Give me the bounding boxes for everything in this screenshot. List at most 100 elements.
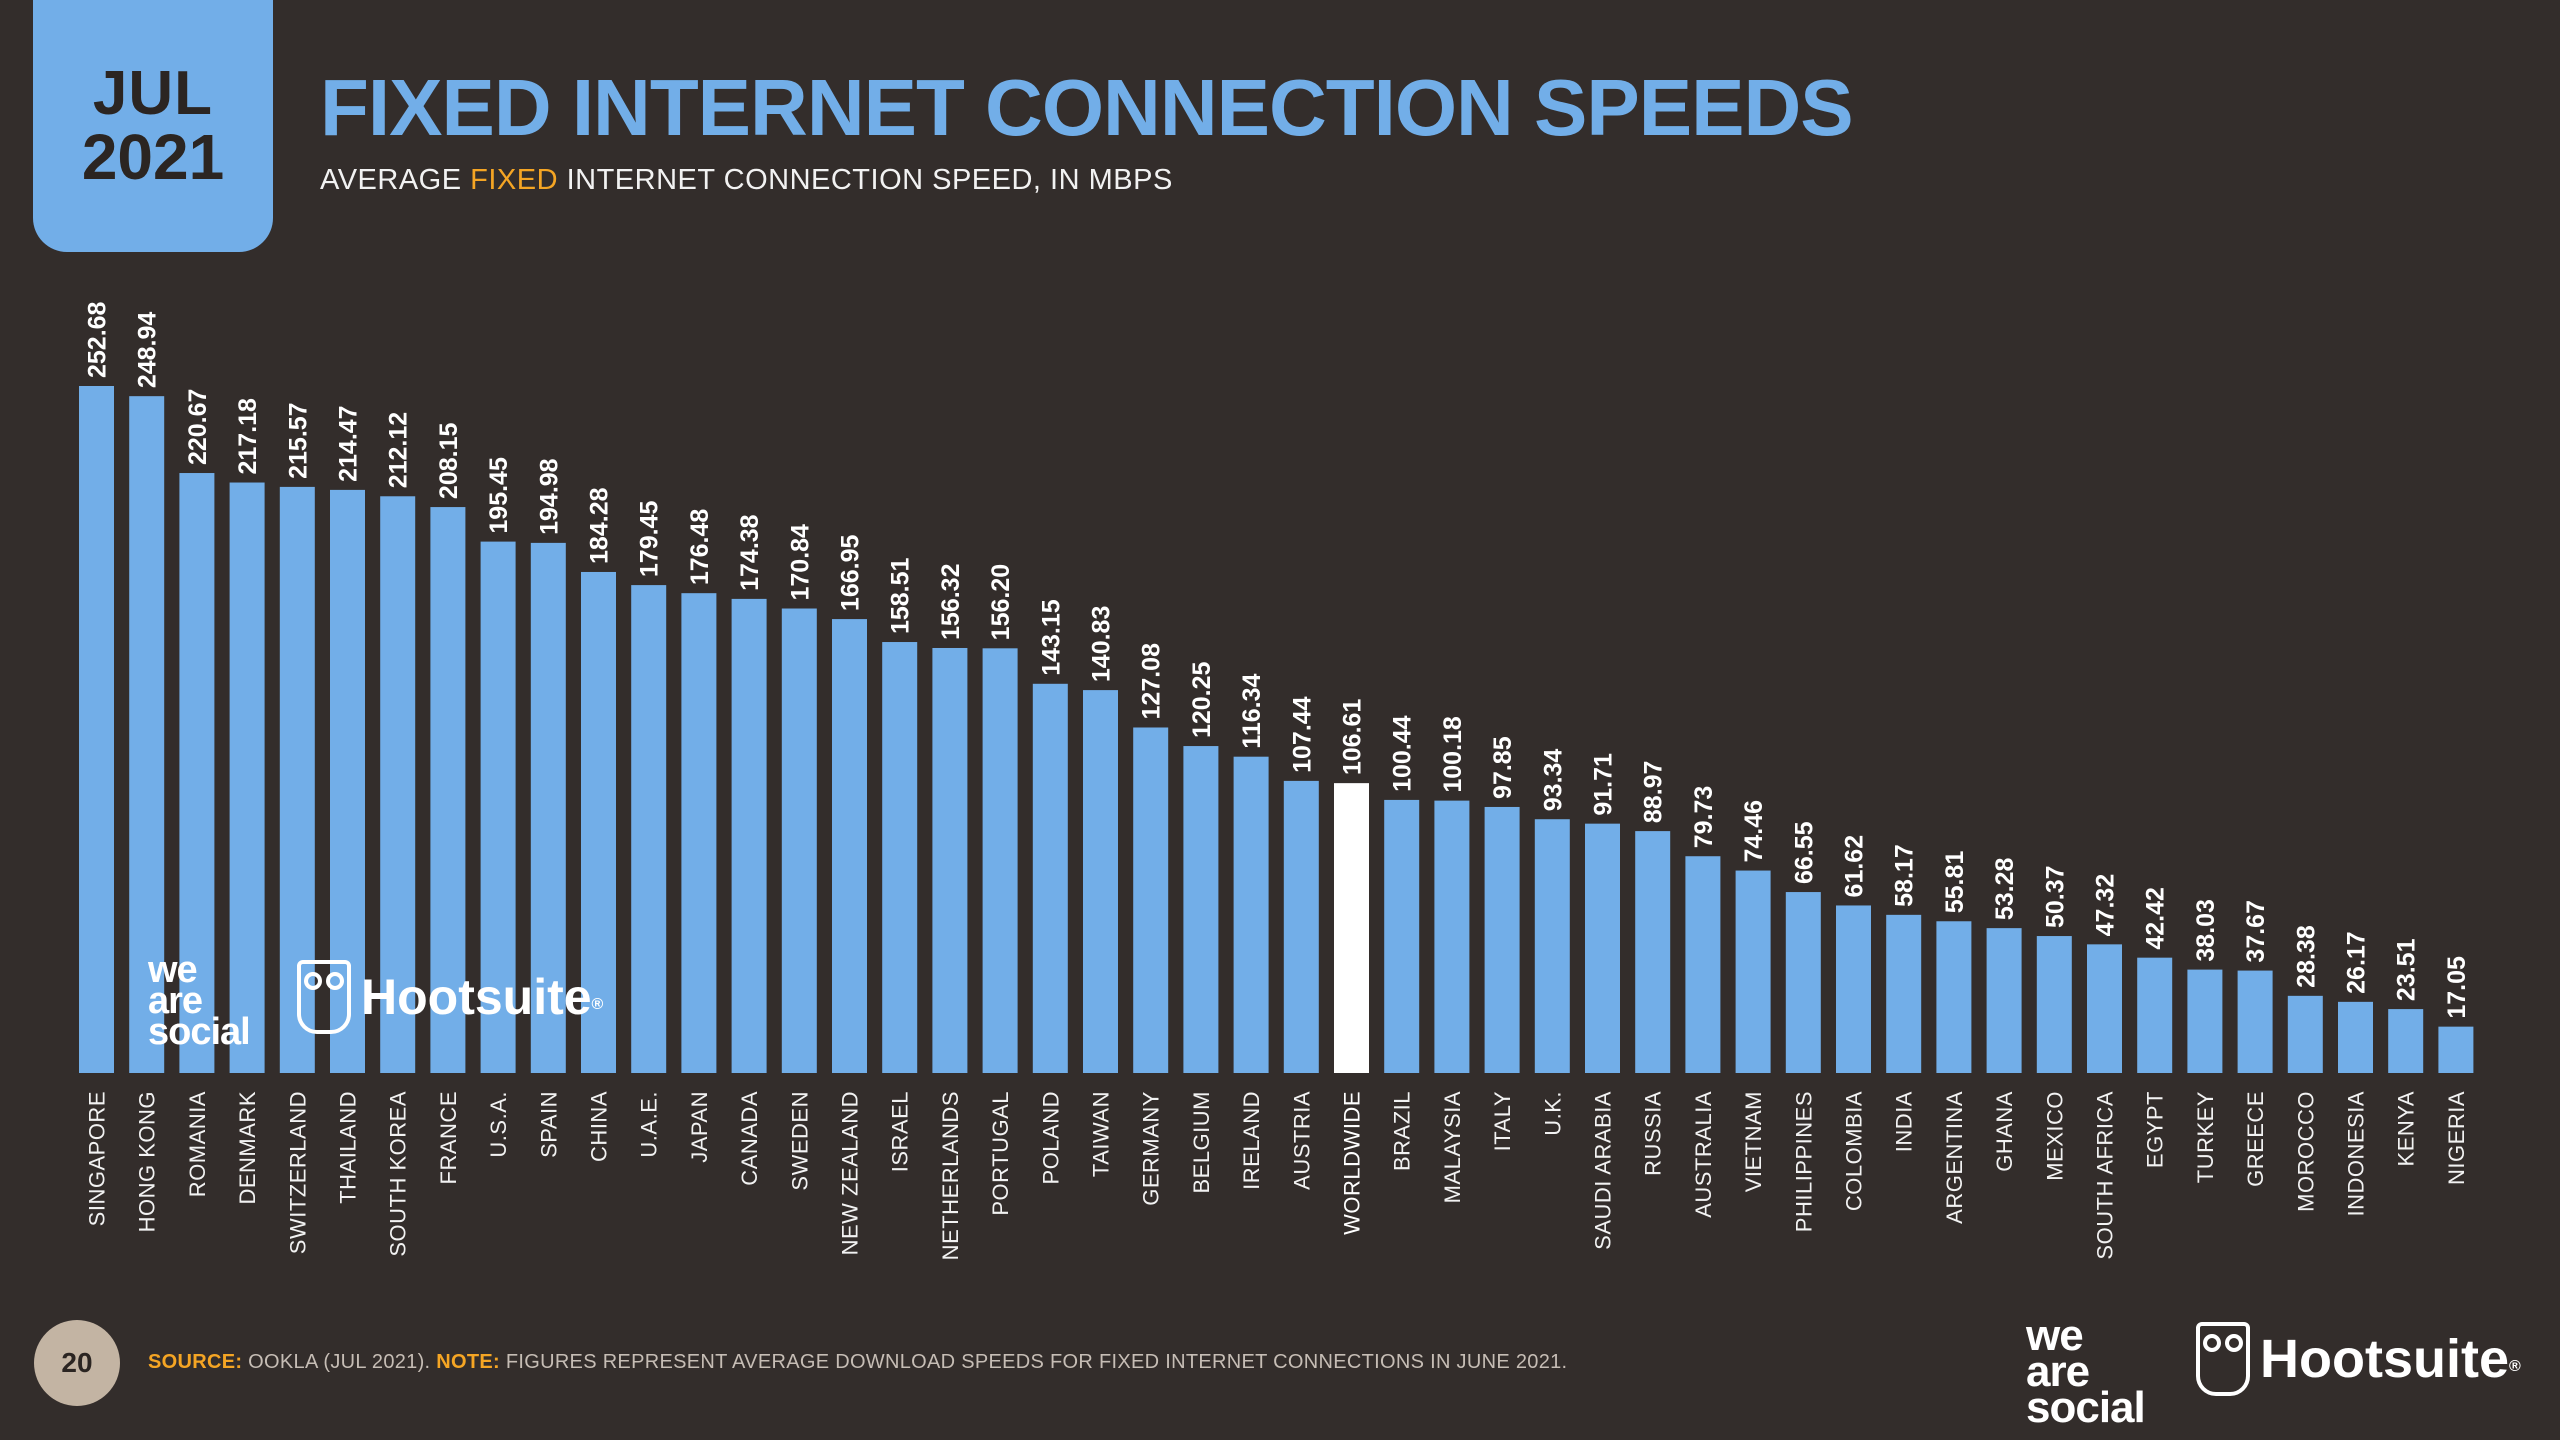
we-are-social-logo-line: social [2026, 1383, 2146, 1433]
category-label: MALAYSIA [1440, 1091, 1465, 1203]
category-label: ITALY [1490, 1091, 1515, 1151]
bar-worldwide [1334, 783, 1369, 1073]
value-label: 100.18 [1439, 716, 1467, 793]
category-label: JAPAN [687, 1091, 712, 1163]
bar-brazil [1384, 799, 1420, 1073]
value-label: 212.12 [385, 412, 413, 488]
page-title: FIXED INTERNET CONNECTION SPEEDS [320, 63, 1854, 152]
bar-ireland [1233, 756, 1269, 1073]
page-subtitle: AVERAGE FIXED INTERNET CONNECTION SPEED,… [320, 164, 1173, 197]
hootsuite-logo: Hootsuite ® [297, 960, 603, 1034]
category-label: PORTUGAL [988, 1091, 1013, 1216]
value-label: 120.25 [1188, 661, 1216, 738]
category-label: INDONESIA [2344, 1091, 2369, 1217]
value-label: 208.15 [435, 423, 463, 500]
value-label: 28.38 [2292, 925, 2320, 988]
category-label: ISRAEL [888, 1091, 913, 1172]
category-label: U.S.A. [486, 1091, 511, 1158]
category-label: SWITZERLAND [285, 1091, 310, 1254]
category-label: INDIA [1892, 1091, 1917, 1152]
category-label: NIGERIA [2444, 1091, 2469, 1185]
category-label: MOROCCO [2293, 1091, 2318, 1212]
category-label: GHANA [1992, 1091, 2017, 1172]
bar-denmark [229, 482, 265, 1074]
bar-chart: 252.68 SINGAPORE 248.94 HONG KONG 220.67 ROMA… [79, 301, 2474, 1260]
bar-egypt [2137, 957, 2173, 1073]
category-label: U.A.E. [637, 1091, 662, 1158]
owl-icon [2196, 1322, 2250, 1396]
category-label: FRANCE [436, 1091, 461, 1184]
value-label: 143.15 [1037, 599, 1065, 676]
value-label: 26.17 [2343, 931, 2371, 994]
category-label: RUSSIA [1641, 1091, 1666, 1176]
bar-taiwan [1083, 690, 1118, 1073]
category-label: NETHERLANDS [938, 1091, 963, 1260]
bar-greece [2237, 970, 2273, 1073]
bar-sweden [781, 608, 817, 1073]
category-label: GERMANY [1139, 1091, 1164, 1206]
registered-mark: ® [591, 996, 604, 1013]
value-label: 116.34 [1238, 674, 1266, 749]
bar-kenya [2388, 1009, 2424, 1073]
bar-india [1886, 914, 1922, 1073]
value-label: 252.68 [84, 301, 112, 378]
bar-morocco [2287, 995, 2323, 1073]
bar-ghana [1986, 928, 2022, 1073]
category-label: KENYA [2394, 1091, 2419, 1166]
category-label: SOUTH KOREA [386, 1091, 411, 1257]
value-label: 66.55 [1790, 821, 1818, 884]
value-label: 38.03 [2192, 899, 2220, 962]
value-label: 220.67 [184, 389, 212, 465]
bar-canada [731, 598, 767, 1073]
bar-vietnam [1735, 870, 1771, 1073]
bar-philippines [1785, 892, 1821, 1073]
note-text: FIGURES REPRESENT AVERAGE DOWNLOAD SPEED… [499, 1351, 1568, 1373]
value-label: 91.71 [1590, 753, 1618, 816]
value-label: 248.94 [134, 312, 162, 389]
value-label: 194.98 [535, 458, 563, 535]
value-label: 156.32 [937, 564, 965, 640]
category-label: BELGIUM [1189, 1091, 1214, 1194]
category-label: U.K. [1540, 1091, 1565, 1136]
bar-new-zealand [832, 619, 867, 1073]
we-are-social-logo-line: social [148, 1011, 251, 1054]
value-label: 184.28 [586, 487, 614, 564]
category-label: TURKEY [2193, 1091, 2218, 1183]
value-label: 170.84 [786, 524, 814, 601]
we-are-social-logo: we are social [148, 951, 251, 1054]
bar-hong-kong [129, 396, 165, 1073]
value-label: 23.51 [2393, 938, 2421, 1001]
bar-france [430, 507, 466, 1073]
value-label: 79.73 [1690, 786, 1718, 849]
bar-germany [1133, 727, 1169, 1073]
value-label: 176.48 [686, 509, 714, 586]
value-label: 127.08 [1138, 643, 1166, 720]
bar-south-africa [2087, 944, 2122, 1073]
bar-china [581, 571, 616, 1073]
note-label: NOTE: [436, 1351, 500, 1373]
we-are-social-logo-line: are [2026, 1347, 2090, 1397]
category-label: NEW ZEALAND [838, 1091, 863, 1255]
source-text: OOKLA (JUL 2021). [242, 1351, 437, 1373]
category-label: ROMANIA [185, 1091, 210, 1197]
category-label: TAIWAN [1089, 1091, 1114, 1177]
bar-portugal [982, 648, 1018, 1073]
bar-japan [681, 593, 717, 1073]
value-label: 179.45 [636, 501, 664, 578]
category-label: SWEDEN [787, 1091, 812, 1191]
we-are-social-footer-logo: we are social [2026, 1313, 2146, 1433]
category-label: SPAIN [536, 1091, 561, 1158]
value-label: 42.42 [2142, 887, 2170, 950]
bar-mexico [2036, 936, 2072, 1073]
bar-malaysia [1434, 800, 1470, 1073]
category-label: GREECE [2243, 1091, 2268, 1187]
hootsuite-footer-logo: Hootsuite ® [2196, 1322, 2521, 1396]
bar-singapore [79, 386, 114, 1073]
value-label: 37.67 [2242, 900, 2270, 963]
value-label: 140.83 [1088, 606, 1116, 682]
value-label: 47.32 [2092, 874, 2120, 937]
category-label: IRELAND [1239, 1091, 1264, 1190]
category-label: PHILIPPINES [1791, 1091, 1816, 1232]
category-label: CHINA [587, 1091, 612, 1162]
category-label: VIETNAM [1741, 1091, 1766, 1192]
